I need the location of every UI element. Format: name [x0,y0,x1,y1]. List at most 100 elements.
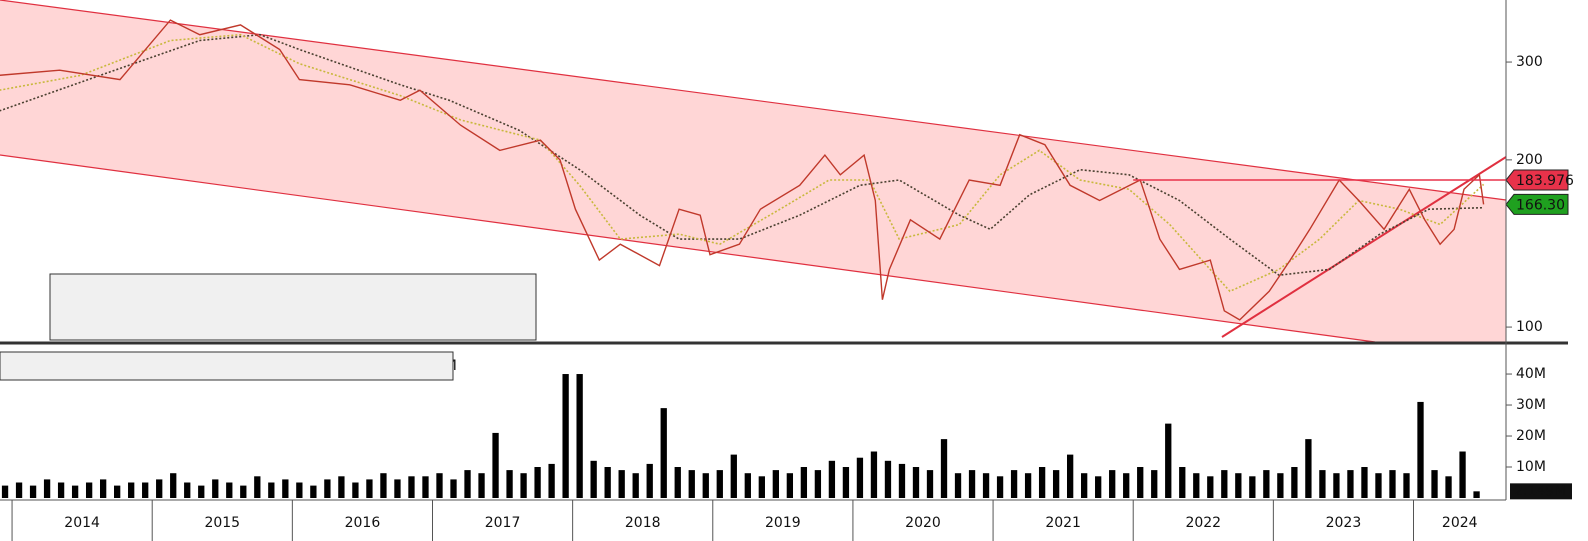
volume-bar [310,485,317,498]
x-tick-label: 2018 [625,515,661,531]
y-tick-label: 10M [1516,459,1546,475]
volume-bar [1319,470,1326,498]
volume-bar [912,467,920,498]
volume-bar [1165,423,1172,498]
volume-bar [506,470,513,498]
volume-bar [324,479,331,498]
volume-bar [1066,454,1074,498]
price-legend [49,273,537,341]
volume-bar [576,374,583,498]
x-tick-label: 2015 [204,515,240,531]
volume-bar [1010,470,1018,498]
volume-bar [1024,473,1032,498]
trend-line [1221,156,1507,338]
volume-bar [268,482,275,498]
volume-bar [29,485,37,498]
volume-bar [492,432,499,498]
volume-bar [982,473,990,498]
volume-bar [660,408,667,498]
x-tick-label: 2020 [905,515,941,531]
x-tick-label: 2023 [1326,515,1362,531]
volume-bar [170,473,177,498]
price-tag [1505,193,1569,215]
y-tick-label: 20M [1516,428,1546,444]
volume-bar [1361,467,1368,498]
y-tick-label: 40M [1516,366,1546,382]
volume-bar [99,479,107,498]
volume-bar [520,473,527,498]
x-tick-label: 2022 [1185,515,1221,531]
volume-bar [464,470,471,498]
volume-bar [352,482,359,498]
volume-bar [15,482,23,498]
volume-bar [1052,470,1060,498]
volume-bar [128,482,135,498]
price-line [0,19,1485,321]
volume-bar [394,479,401,498]
volume-bar [1109,470,1116,498]
volume-bar [618,470,625,498]
volume-tag [1510,483,1572,500]
volume-bar [1445,476,1452,498]
volume-bar [814,470,822,498]
volume-bar [716,470,723,498]
volume-bar [1305,439,1312,498]
volume-bar [1389,470,1396,498]
volume-bar [954,473,962,498]
volume-bar [758,476,765,498]
volume-bar [1473,491,1480,498]
volume-bar [198,485,205,498]
y-tick-label: 30M [1516,397,1546,413]
volume-bar [380,473,387,498]
volume-bar [1137,467,1144,498]
price-tag [1505,169,1569,191]
volume-bar [786,473,794,498]
volume-bar [226,482,233,498]
volume-bar [1291,467,1298,498]
volume-bar [1221,470,1228,498]
volume-bar [856,457,864,498]
price-line [0,33,1485,293]
volume-bar [870,451,878,498]
volume-bar [57,482,65,498]
volume-bar [212,479,219,498]
volume-bar [898,463,906,498]
volume-bar [1179,467,1186,498]
x-tick-label: 2017 [485,515,521,531]
volume-bar [996,476,1004,498]
volume-bar [296,482,303,498]
volume-bar [450,479,457,498]
volume-bar [240,485,247,498]
volume-bar [590,460,597,498]
volume-bar [604,467,611,498]
y-tick-label: 300 [1516,54,1543,70]
volume-bar [884,460,892,498]
volume-bar [674,467,681,498]
channel-fill [0,0,1506,342]
volume-bar [408,476,415,498]
volume-bar [114,485,121,498]
volume-bar [968,470,976,498]
volume-bar [842,467,850,498]
volume-bar [1417,401,1424,498]
volume-bar [800,467,808,498]
channel-upper [0,0,1507,201]
volume-bar [730,454,737,498]
volume-bar [646,463,653,498]
volume-bar [1207,476,1214,498]
volume-bar [1038,467,1046,498]
volume-bar [85,482,93,498]
volume-bar [1095,476,1102,498]
volume-bar [338,476,345,498]
volume-bar [282,479,289,498]
volume-bar [1249,476,1256,498]
x-tick-label: 2019 [765,515,801,531]
volume-tag-label: 2.149M [1514,483,1566,499]
x-tick-label: 2014 [64,515,100,531]
volume-bar [254,476,261,498]
x-tick-label: 2024 [1442,515,1478,531]
volume-bar [744,473,751,498]
volume-legend [0,351,454,381]
volume-bar [422,476,429,498]
